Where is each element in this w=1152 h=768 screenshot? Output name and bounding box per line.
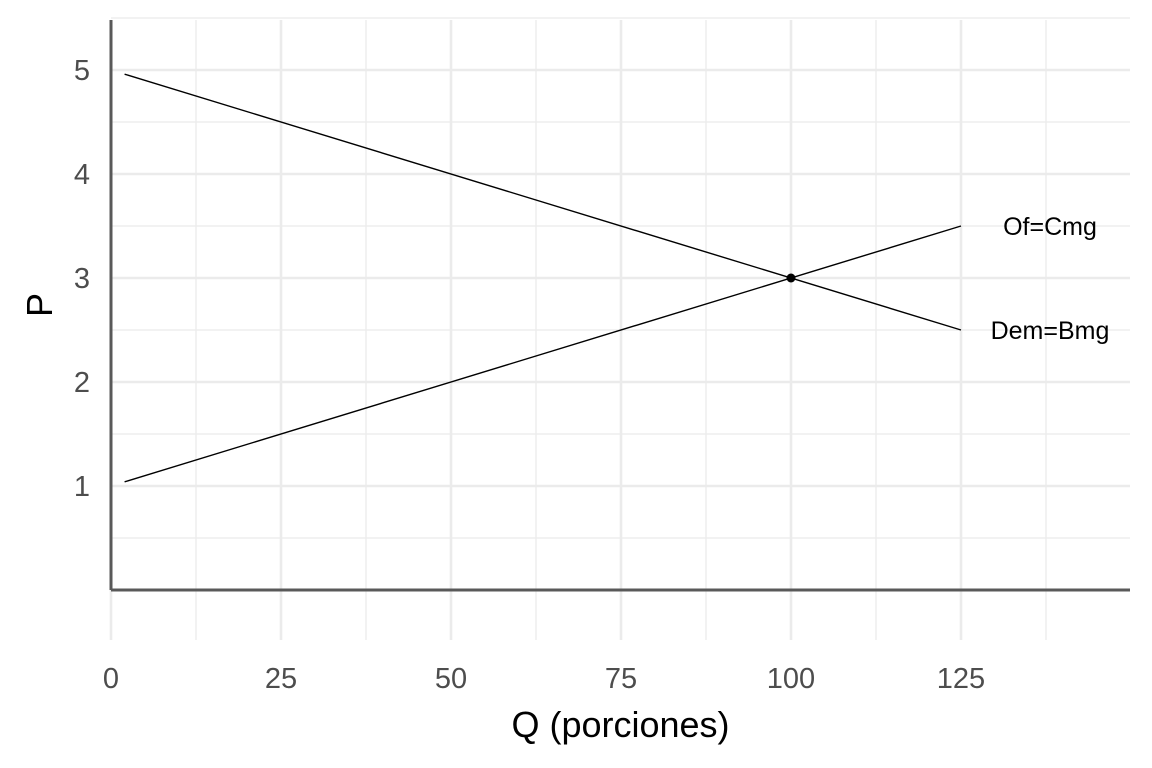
y-tick-label: 1 (74, 471, 90, 503)
grid (109, 17, 1130, 640)
curves (124, 73, 962, 483)
curve-dem-bmg (124, 73, 962, 331)
x-tick-label: 50 (435, 663, 467, 695)
y-tick-label: 2 (74, 367, 90, 399)
x-tick-label: 100 (767, 663, 815, 695)
y-tick-label: 5 (74, 55, 90, 87)
tick-labels: 0 25 50 75 100 125 1 2 3 4 5 (74, 55, 985, 695)
axes (109, 20, 1130, 592)
y-tick-label: 4 (74, 159, 90, 191)
x-tick-label: 75 (605, 663, 637, 695)
curve-label: Dem=Bmg (991, 317, 1110, 345)
y-tick-label: 3 (74, 263, 90, 295)
x-axis-title: Q (porciones) (511, 704, 729, 745)
x-tick-label: 25 (265, 663, 297, 695)
curve-of-cmg (124, 225, 962, 483)
y-axis-title: P (19, 293, 60, 317)
x-tick-label: 0 (103, 663, 119, 695)
x-tick-label: 125 (937, 663, 985, 695)
equilibrium-point (786, 273, 796, 283)
curve-label: Of=Cmg (1003, 213, 1097, 241)
curve-labels: Of=Cmg Dem=Bmg (991, 213, 1110, 345)
